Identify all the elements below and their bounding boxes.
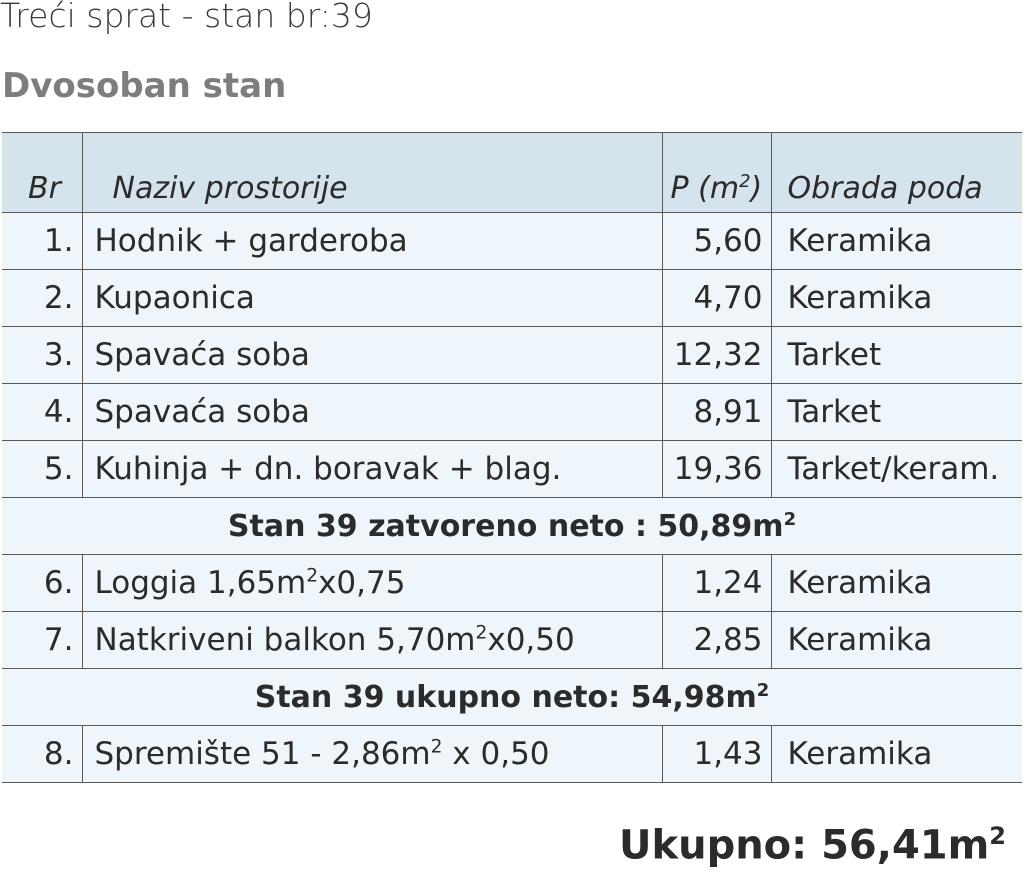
- page-title: Treći sprat - stan br:39: [0, 0, 373, 35]
- room-name-text: Spavaća soba: [94, 394, 310, 430]
- room-name-text: Loggia 1,65m: [94, 565, 307, 601]
- row-number: 7.: [2, 611, 83, 669]
- row-number: 8.: [2, 725, 83, 783]
- subtotal-cell: Stan 39 zatvoreno neto : 50,89m2: [2, 497, 1022, 555]
- room-area: 5,60: [661, 212, 772, 270]
- header-area-close: ): [750, 171, 763, 206]
- room-area: 2,85: [661, 611, 772, 669]
- header-br: Br: [2, 132, 83, 213]
- apartment-type: Dvosoban stan: [2, 66, 287, 106]
- room-name-rest: x0,75: [318, 565, 406, 601]
- floor-finish: Keramika: [770, 554, 1022, 612]
- room-area: 1,24: [661, 554, 772, 612]
- room-name-rest: x0,50: [487, 622, 575, 658]
- subtotal-text: Stan 39 zatvoreno neto : 50,89m: [227, 508, 784, 544]
- subtotal-cell: Stan 39 ukupno neto: 54,98m2: [2, 668, 1022, 726]
- header-name: Naziv prostorije: [81, 132, 663, 213]
- subtotal-sup: 2: [783, 508, 797, 530]
- table-row: 1. Hodnik + garderoba 5,60 Keramika: [2, 212, 1022, 270]
- room-name-rest: x 0,50: [442, 736, 550, 772]
- floor-finish: Keramika: [770, 269, 1022, 327]
- room-name: Natkriveni balkon 5,70m2x0,50: [81, 611, 663, 669]
- subtotal-row: Stan 39 zatvoreno neto : 50,89m2: [2, 497, 1022, 555]
- floor-finish: Keramika: [770, 725, 1022, 783]
- table-row: 5. Kuhinja + dn. boravak + blag. 19,36 T…: [2, 440, 1022, 498]
- table-header: Br Naziv prostorije P (m2) Obrada poda: [2, 132, 1022, 213]
- room-name: Spavaća soba: [81, 383, 663, 441]
- room-name-sup: 2: [306, 565, 319, 587]
- subtotal-row: Stan 39 ukupno neto: 54,98m2: [2, 668, 1022, 726]
- room-area: 8,91: [661, 383, 772, 441]
- floor-finish: Tarket/keram.: [770, 440, 1022, 498]
- room-name: Loggia 1,65m2x0,75: [81, 554, 663, 612]
- row-number: 5.: [2, 440, 83, 498]
- room-name-text: Spremište 51 - 2,86m: [94, 736, 431, 772]
- rooms-table: Br Naziv prostorije P (m2) Obrada poda 1…: [2, 132, 1022, 783]
- floor-finish: Tarket: [770, 383, 1022, 441]
- table-row: 2. Kupaonica 4,70 Keramika: [2, 269, 1022, 327]
- row-number: 2.: [2, 269, 83, 327]
- room-name-text: Hodnik + garderoba: [94, 223, 408, 259]
- floor-finish: Keramika: [770, 212, 1022, 270]
- header-area: P (m2): [661, 132, 772, 213]
- room-name-sup: 2: [430, 736, 443, 758]
- room-name: Hodnik + garderoba: [81, 212, 663, 270]
- room-name-text: Natkriveni balkon 5,70m: [94, 622, 476, 658]
- room-area: 19,36: [661, 440, 772, 498]
- floor-finish: Tarket: [770, 326, 1022, 384]
- total-text: Ukupno: 56,41m: [619, 822, 990, 869]
- room-name: Kupaonica: [81, 269, 663, 327]
- subtotal-text: Stan 39 ukupno neto: 54,98m: [254, 679, 757, 715]
- table-row: 3. Spavaća soba 12,32 Tarket: [2, 326, 1022, 384]
- table-row: 6. Loggia 1,65m2x0,75 1,24 Keramika: [2, 554, 1022, 612]
- header-area-sup: 2: [739, 171, 751, 192]
- room-name-text: Spavaća soba: [94, 337, 310, 373]
- room-area: 4,70: [661, 269, 772, 327]
- room-name: Kuhinja + dn. boravak + blag.: [81, 440, 663, 498]
- row-number: 6.: [2, 554, 83, 612]
- table-row: 4. Spavaća soba 8,91 Tarket: [2, 383, 1022, 441]
- header-name-label: Naziv prostorije: [112, 171, 348, 206]
- floor-finish: Keramika: [770, 611, 1022, 669]
- subtotal-sup: 2: [756, 679, 770, 701]
- room-name-sup: 2: [475, 622, 488, 644]
- table-row: 8. Spremište 51 - 2,86m2 x 0,50 1,43 Ker…: [2, 725, 1022, 783]
- table-row: 7. Natkriveni balkon 5,70m2x0,50 2,85 Ke…: [2, 611, 1022, 669]
- header-floor: Obrada poda: [770, 132, 1022, 213]
- room-name-text: Kuhinja + dn. boravak + blag.: [94, 451, 562, 487]
- room-name: Spremište 51 - 2,86m2 x 0,50: [81, 725, 663, 783]
- header-area-label: P (m: [670, 171, 740, 206]
- room-name: Spavaća soba: [81, 326, 663, 384]
- row-number: 3.: [2, 326, 83, 384]
- row-number: 1.: [2, 212, 83, 270]
- room-area: 1,43: [661, 725, 772, 783]
- room-area: 12,32: [661, 326, 772, 384]
- row-number: 4.: [2, 383, 83, 441]
- total-sup: 2: [989, 822, 1006, 850]
- total-area: Ukupno: 56,41m2: [619, 822, 1006, 868]
- room-name-text: Kupaonica: [94, 280, 255, 316]
